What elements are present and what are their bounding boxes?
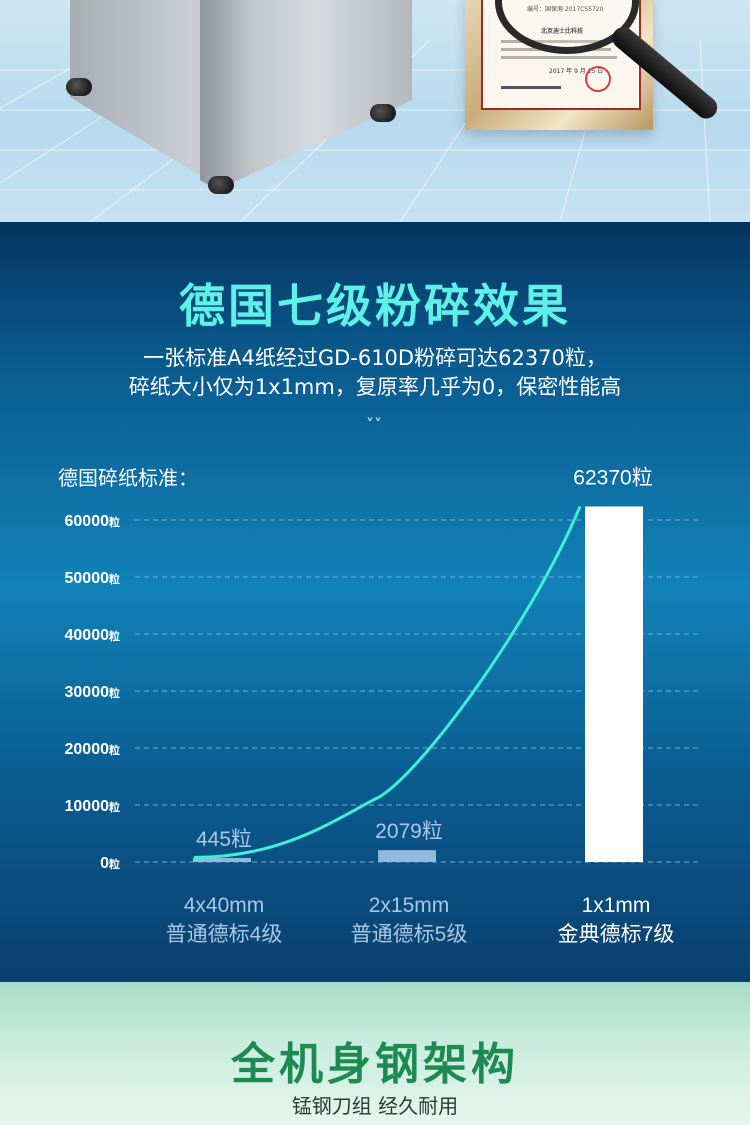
y-tick-label: 40000粒 — [65, 627, 121, 644]
category-size-label: 1x1mm — [582, 894, 651, 917]
chart-bar — [585, 506, 643, 862]
y-tick-label: 0粒 — [100, 855, 120, 872]
section-description-line-2: 碎纸大小仅为1x1mm，复原率几乎为0，保密性能高 — [128, 375, 622, 399]
steel-frame-section: 全机身钢架构 锰钢刀组 经久耐用 — [0, 982, 750, 1125]
certificate-stamp — [585, 66, 611, 92]
category-level-label: 普通德标4级 — [166, 923, 283, 946]
bar-value-label: 2079粒 — [375, 820, 443, 843]
certificate-signature-line — [501, 86, 561, 89]
y-tick-label: 30000粒 — [65, 684, 121, 701]
section-description-line-1: 一张标准A4纸经过GD-610D粉碎可达62370粒， — [143, 346, 607, 370]
certificate-text-line — [501, 56, 617, 59]
wheel-icon — [66, 78, 92, 96]
growth-curve — [193, 505, 582, 859]
section-heading: 德国七级粉碎效果 — [179, 279, 571, 333]
category-size-label: 2x15mm — [369, 894, 450, 917]
shred-effect-section: 德国七级粉碎效果 一张标准A4纸经过GD-610D粉碎可达62370粒， 碎纸大… — [0, 222, 750, 982]
certificate-date: 2017 年 9 月 25 日 — [549, 68, 604, 75]
standard-label: 德国碎纸标准： — [58, 466, 198, 490]
y-tick-label: 10000粒 — [65, 798, 121, 815]
product-banner: 编号：国保测 2017CS5720 北京迪士比科技 2017 年 9 月 25 … — [0, 0, 750, 222]
category-level-label: 普通德标5级 — [351, 923, 468, 946]
bar-value-label: 62370粒 — [573, 466, 652, 489]
y-tick-label: 60000粒 — [65, 513, 121, 530]
wheel-icon — [208, 176, 234, 194]
shred-particle-chart: 0粒 10000粒 20000粒 30000粒 40000粒 50000粒 60000粒 44… — [65, 466, 700, 946]
chart-bar — [378, 850, 436, 862]
bar-value-label: 445粒 — [196, 828, 252, 851]
steel-frame-title: 全机身钢架构 — [231, 1039, 519, 1090]
category-size-label: 4x40mm — [184, 894, 265, 917]
chevron-down-icon: ˅˅ — [366, 415, 382, 434]
steel-frame-subtitle: 锰钢刀组 经久耐用 — [291, 1094, 459, 1118]
y-tick-label: 50000粒 — [65, 570, 121, 587]
y-tick-label: 20000粒 — [65, 741, 121, 758]
chart-bar — [193, 858, 251, 862]
wheel-icon — [370, 104, 396, 122]
category-level-label: 金典德标7级 — [558, 923, 675, 946]
